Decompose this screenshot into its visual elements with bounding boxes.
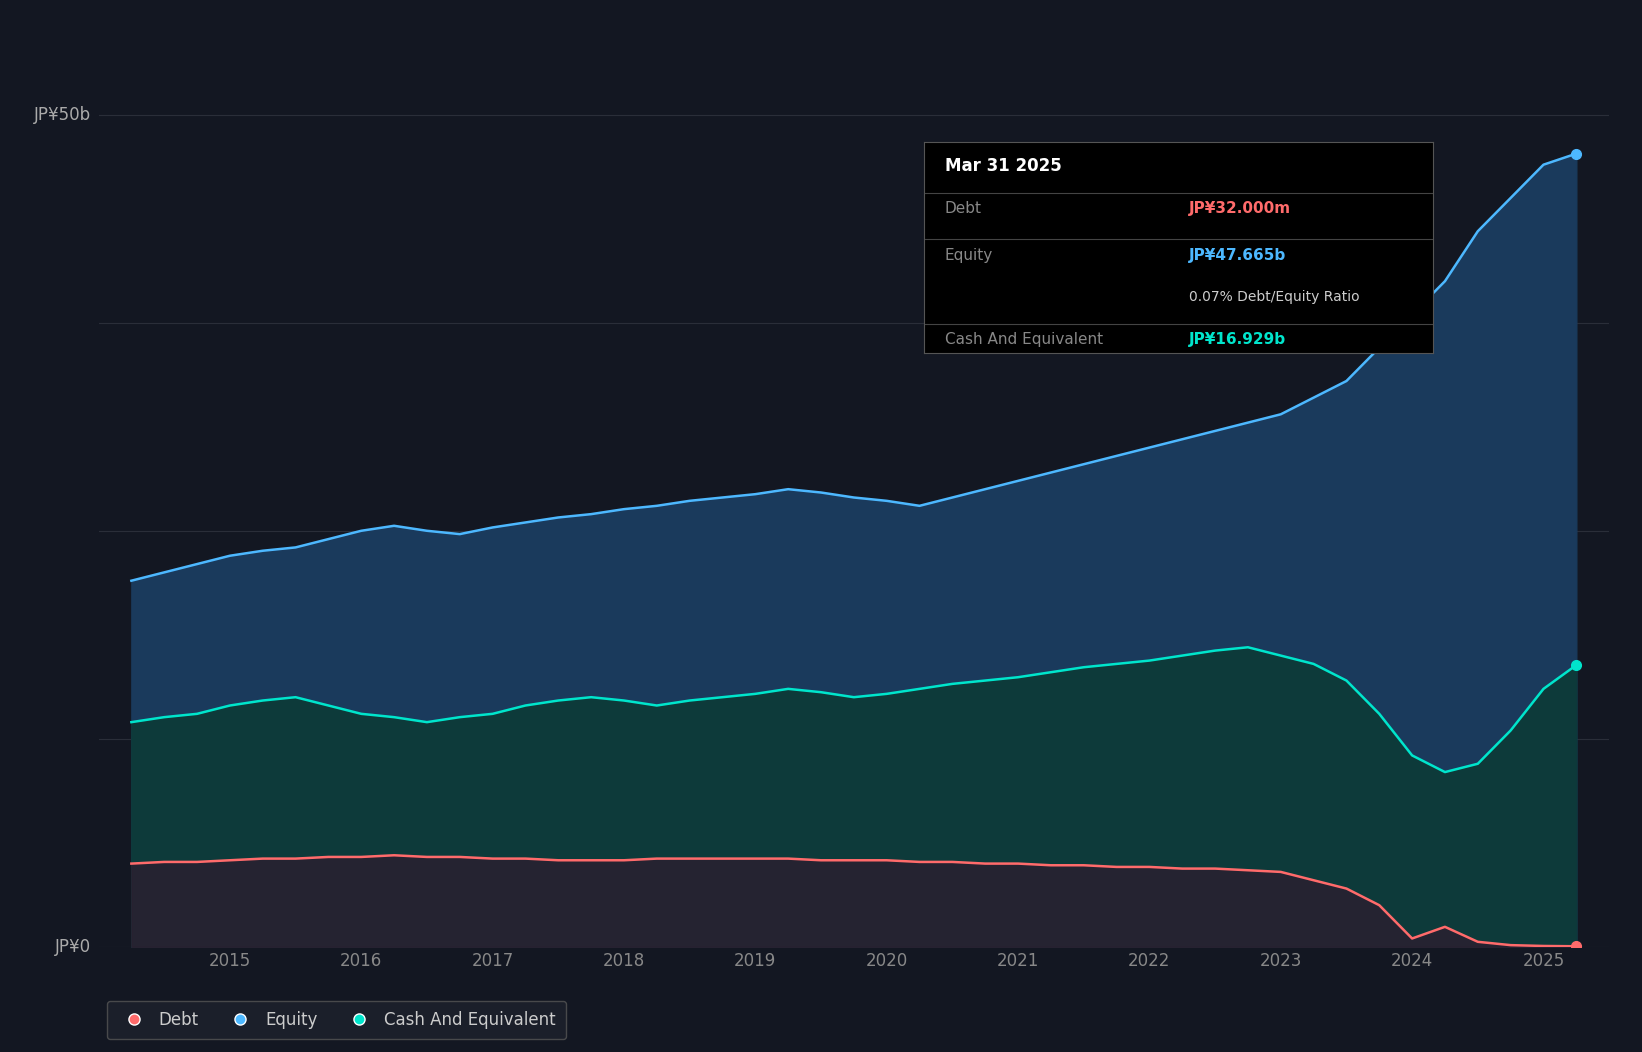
Text: JP¥16.929b: JP¥16.929b xyxy=(1189,332,1286,347)
Text: Cash And Equivalent: Cash And Equivalent xyxy=(944,332,1103,347)
Text: JP¥0: JP¥0 xyxy=(54,937,90,956)
Text: Equity: Equity xyxy=(944,247,993,263)
Text: JP¥50b: JP¥50b xyxy=(34,106,90,124)
Text: JP¥32.000m: JP¥32.000m xyxy=(1189,201,1291,217)
Text: Mar 31 2025: Mar 31 2025 xyxy=(944,157,1061,176)
Text: JP¥47.665b: JP¥47.665b xyxy=(1189,247,1286,263)
Legend: Debt, Equity, Cash And Equivalent: Debt, Equity, Cash And Equivalent xyxy=(107,1002,566,1039)
Text: Debt: Debt xyxy=(944,201,982,217)
Text: 0.07% Debt/Equity Ratio: 0.07% Debt/Equity Ratio xyxy=(1189,290,1360,304)
